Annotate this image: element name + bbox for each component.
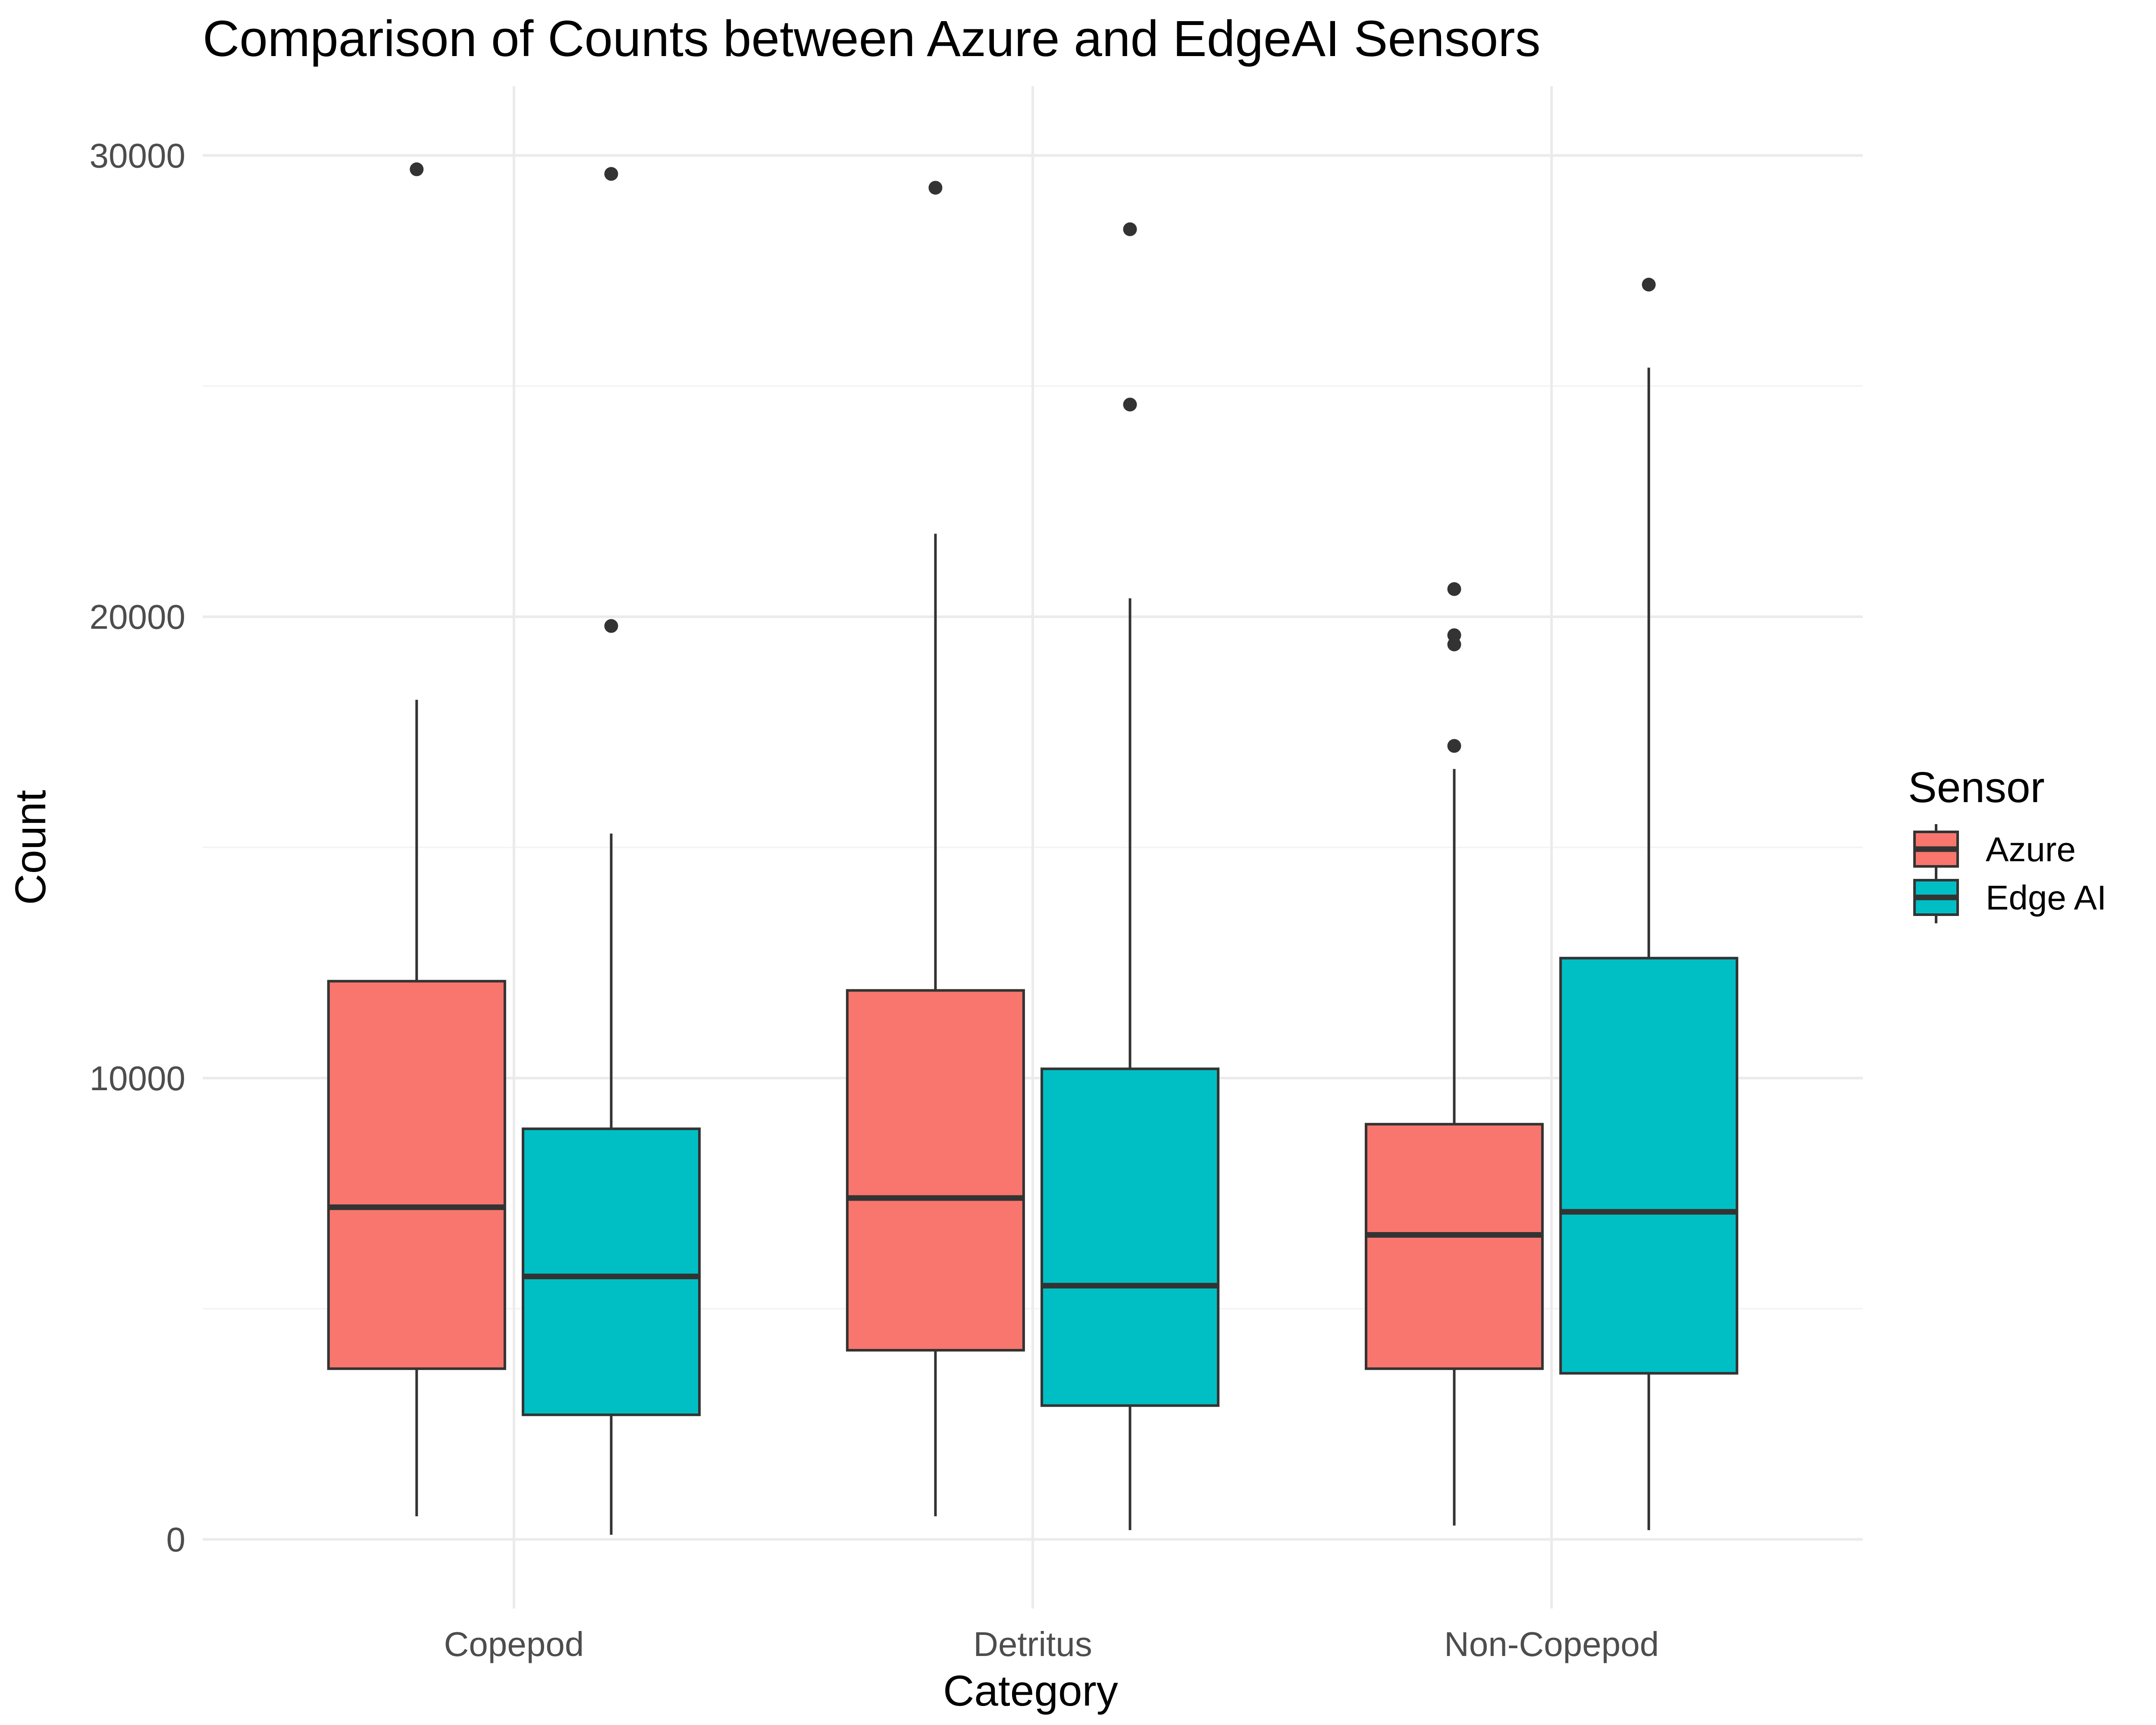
y-axis-title: Count [6, 790, 55, 905]
legend-label: Edge AI [1986, 878, 2106, 917]
x-tick-label: Copepod [444, 1625, 584, 1663]
iqr-box [1365, 1123, 1544, 1370]
outlier-point [1123, 398, 1137, 412]
iqr-box [1040, 1067, 1220, 1407]
grid-lines [203, 86, 1863, 1609]
outlier-point [928, 181, 943, 195]
x-axis-title: Category [943, 1667, 1118, 1715]
y-axis-ticks: 0 10000 20000 30000 [90, 136, 185, 1559]
legend-item-edge-ai: Edge AI [1913, 872, 2106, 923]
outlier-point [410, 162, 424, 176]
outlier-point [1447, 628, 1461, 642]
outlier-point [1447, 582, 1461, 596]
y-tick-label: 30000 [90, 136, 185, 175]
iqr-box [846, 989, 1025, 1352]
legend-item-azure: Azure [1913, 824, 2076, 875]
box-edge-ai-detritus [1040, 222, 1220, 1531]
legend-title: Sensor [1908, 763, 2045, 812]
box-edge-ai-copepod [521, 167, 701, 1535]
outlier-point [604, 167, 618, 181]
box-azure-non-copepod [1365, 582, 1544, 1526]
iqr-box [521, 1127, 701, 1416]
y-tick-label: 10000 [90, 1059, 185, 1098]
x-axis-ticks: Copepod Detritus Non-Copepod [444, 1625, 1659, 1663]
x-tick-label: Non-Copepod [1444, 1625, 1659, 1663]
outlier-point [1123, 222, 1137, 236]
chart-title: Comparison of Counts between Azure and E… [203, 10, 1541, 67]
iqr-box [1559, 957, 1739, 1375]
outlier-point [604, 619, 618, 633]
box-azure-copepod [327, 162, 506, 1517]
box-edge-ai-non-copepod [1559, 277, 1739, 1531]
box-azure-detritus [846, 181, 1025, 1517]
box-series [327, 162, 1739, 1535]
iqr-box [327, 980, 506, 1370]
y-tick-label: 20000 [90, 598, 185, 636]
x-tick-label: Detritus [973, 1625, 1092, 1663]
legend: Sensor Azure Edge AI [1908, 763, 2106, 923]
outlier-point [1447, 739, 1461, 753]
outlier-point [1642, 277, 1656, 292]
legend-label: Azure [1986, 830, 2076, 869]
y-tick-label: 0 [166, 1521, 186, 1559]
